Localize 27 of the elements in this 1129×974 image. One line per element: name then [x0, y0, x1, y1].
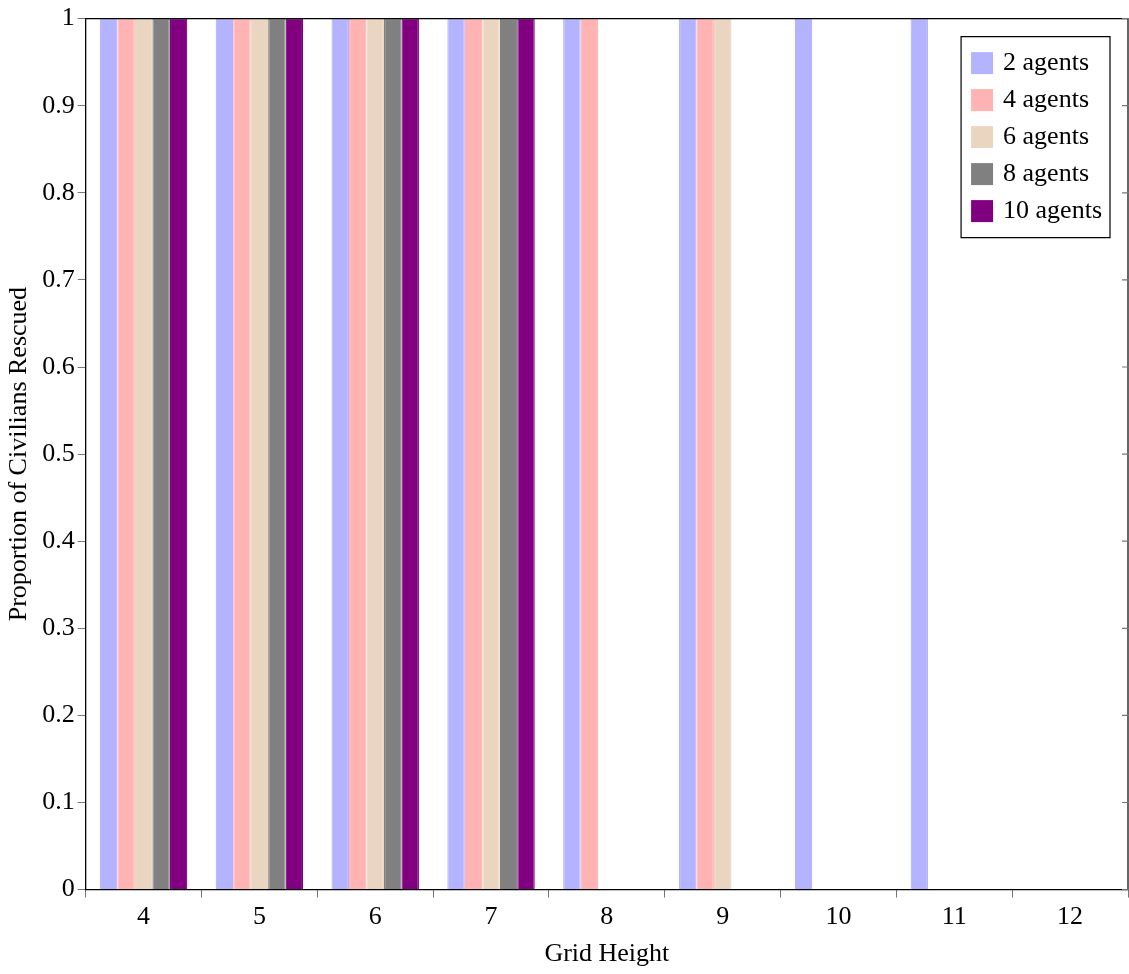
legend-label: 2 agents	[1003, 46, 1089, 76]
y-axis-title: Proportion of Civilians Rescued	[3, 286, 33, 622]
x-tick-label: 5	[252, 901, 266, 931]
x-tick-label: 11	[941, 901, 967, 931]
y-tick-label: 0.7	[42, 263, 75, 293]
x-tick-label: 7	[484, 901, 498, 931]
y-tick-label: 0.3	[42, 612, 75, 642]
y-tick-label: 0.2	[42, 699, 75, 729]
x-tick-label: 9	[716, 901, 730, 931]
y-tick-label: 0.1	[42, 786, 75, 816]
legend-label: 10 agents	[1003, 194, 1102, 224]
legend-label: 8 agents	[1003, 157, 1089, 187]
x-tick-label: 6	[368, 901, 382, 931]
y-tick-label: 0.5	[42, 437, 75, 467]
x-tick-label: 4	[137, 901, 151, 931]
y-tick-label: 0.6	[42, 350, 75, 380]
y-tick-label: 0.9	[42, 89, 75, 119]
y-tick-label: 1	[61, 2, 75, 32]
y-tick-label: 0.4	[42, 525, 75, 555]
legend-label: 4 agents	[1003, 83, 1089, 113]
x-tick-label: 8	[600, 901, 614, 931]
x-tick-label: 12	[1057, 901, 1084, 931]
y-tick-label: 0	[61, 873, 75, 903]
x-axis-title: Grid Height	[544, 938, 671, 968]
y-tick-label: 0.8	[42, 176, 75, 206]
legend-label: 6 agents	[1003, 120, 1089, 150]
x-tick-label: 10	[825, 901, 852, 931]
